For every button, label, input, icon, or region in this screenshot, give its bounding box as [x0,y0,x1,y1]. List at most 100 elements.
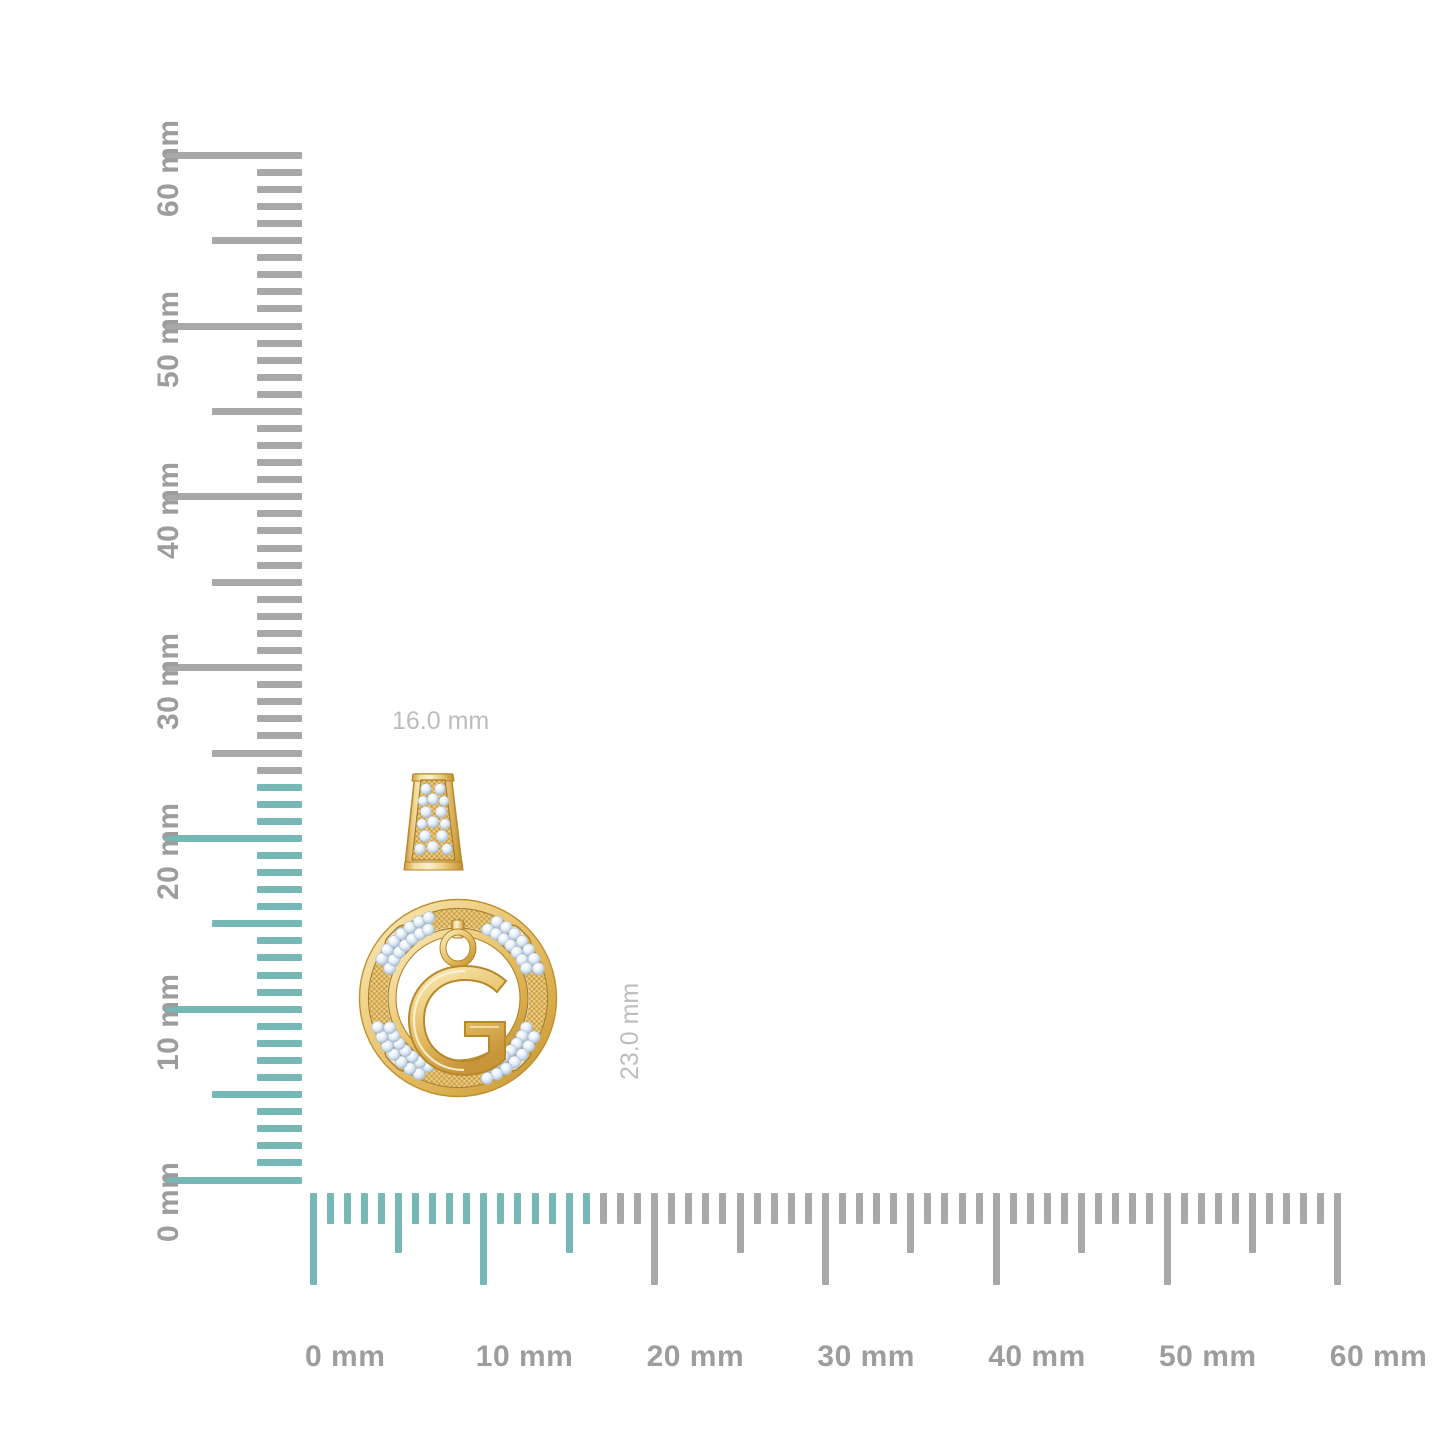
vertical-ruler-major-tick [165,664,302,672]
vertical-ruler-major-tick [165,493,302,501]
horizontal-ruler-minor-tick [1317,1193,1325,1224]
pave-stone [532,962,545,976]
circle-pave-stones [371,911,545,1085]
horizontal-ruler-major-tick [821,1193,829,1285]
vertical-ruler-minor-tick [257,459,302,467]
horizontal-ruler-minor-tick [668,1193,676,1224]
vertical-ruler-mid-tick [212,237,302,245]
vertical-ruler-label: 0 mm [152,1161,185,1242]
vertical-ruler-minor-tick [257,732,302,740]
vertical-ruler-minor-tick [257,783,302,791]
horizontal-ruler-major-tick [1163,1193,1171,1285]
vertical-ruler-minor-tick [257,476,302,484]
horizontal-ruler-label: 0 mm [305,1340,386,1373]
horizontal-ruler-minor-tick [582,1193,590,1224]
horizontal-ruler-minor-tick [411,1193,419,1224]
horizontal-ruler-minor-tick [941,1193,949,1224]
horizontal-ruler-minor-tick [924,1193,932,1224]
vertical-ruler-minor-tick [257,903,302,911]
pave-stone [515,1048,529,1061]
pave-stone [480,1072,494,1085]
vertical-ruler-minor-tick [257,254,302,262]
vertical-ruler-minor-tick [257,356,302,364]
vertical-ruler-major-tick [165,151,302,159]
horizontal-ruler-minor-tick [1214,1193,1222,1224]
horizontal-ruler-label: 40 mm [988,1340,1086,1373]
horizontal-ruler-minor-tick [1095,1193,1103,1224]
horizontal-ruler-minor-tick [1300,1193,1308,1224]
pave-stone [381,943,394,957]
horizontal-ruler-minor-tick [1231,1193,1239,1224]
vertical-ruler-minor-tick [257,424,302,432]
horizontal-ruler-minor-tick [873,1193,881,1224]
vertical-ruler-minor-tick [257,1022,302,1030]
vertical-ruler-minor-tick [257,168,302,176]
vertical-ruler-minor-tick [257,271,302,279]
vertical-ruler-minor-tick [257,288,302,296]
horizontal-ruler-minor-tick [1283,1193,1291,1224]
horizontal-ruler-minor-tick [326,1193,334,1224]
vertical-ruler-minor-tick [257,510,302,518]
vertical-ruler-minor-tick [257,817,302,825]
horizontal-ruler-label: 50 mm [1159,1340,1257,1373]
horizontal-ruler-minor-tick [463,1193,471,1224]
horizontal-ruler-minor-tick [1146,1193,1154,1224]
vertical-ruler-mid-tick [212,407,302,415]
vertical-ruler-minor-tick [257,988,302,996]
horizontal-ruler-minor-tick [1129,1193,1137,1224]
vertical-ruler-minor-tick [257,612,302,620]
horizontal-ruler-minor-tick [446,1193,454,1224]
pave-stone [403,1062,417,1075]
horizontal-ruler-mid-tick [907,1193,915,1253]
horizontal-ruler-label: 10 mm [475,1340,574,1373]
width-dimension-label: 16.0 mm [392,707,490,735]
horizontal-ruler-minor-tick [634,1193,642,1224]
vertical-ruler-minor-tick [257,851,302,859]
horizontal-ruler-minor-tick [343,1193,351,1224]
horizontal-ruler-minor-tick [770,1193,778,1224]
vertical-ruler-minor-tick [257,561,302,569]
horizontal-ruler-minor-tick [616,1193,624,1224]
vertical-ruler-minor-tick [257,442,302,450]
pave-stone [387,935,401,948]
horizontal-ruler-mid-tick [565,1193,573,1253]
vertical-ruler-minor-tick [257,869,302,877]
vertical-ruler-minor-tick [257,954,302,962]
pave-stone [522,1039,535,1053]
vertical-ruler-label: 30 mm [152,632,185,730]
horizontal-ruler-minor-tick [1112,1193,1120,1224]
vertical-ruler-minor-tick [257,339,302,347]
letter-glyph [407,964,508,1077]
horizontal-ruler-major-tick [309,1193,317,1285]
pave-stone [422,911,436,924]
vertical-ruler-major-tick [165,1005,302,1013]
pave-stone [515,935,529,948]
horizontal-ruler-major-tick [1334,1193,1342,1285]
vertical-ruler-minor-tick [257,390,302,398]
vertical-ruler-major-tick [165,322,302,330]
pave-stone [395,927,408,941]
horizontal-ruler-minor-tick [1061,1193,1069,1224]
horizontal-ruler-label: 60 mm [1329,1340,1428,1373]
vertical-ruler-minor-tick [257,766,302,774]
vertical-ruler-minor-tick [257,800,302,808]
vertical-ruler-label: 50 mm [152,290,185,388]
horizontal-ruler-mid-tick [394,1193,402,1253]
horizontal-ruler-mid-tick [736,1193,744,1253]
horizontal-ruler-mid-tick [1248,1193,1256,1253]
vertical-ruler-mid-tick [212,920,302,928]
vertical-ruler-minor-tick [257,698,302,706]
vertical-ruler-minor-tick [257,971,302,979]
vertical-ruler-mid-tick [212,749,302,757]
horizontal-ruler-major-tick [480,1193,488,1285]
vertical-ruler-minor-tick [257,202,302,210]
horizontal-ruler-label: 20 mm [646,1340,745,1373]
vertical-ruler-minor-tick [257,185,302,193]
vertical-ruler-minor-tick [257,1039,302,1047]
vertical-ruler-mid-tick [212,1091,302,1099]
vertical-ruler-minor-tick [257,1108,302,1116]
horizontal-ruler-minor-tick [377,1193,385,1224]
vertical-ruler-label: 40 mm [152,461,185,559]
horizontal-ruler-minor-tick [429,1193,437,1224]
pendant-image [313,770,603,1185]
